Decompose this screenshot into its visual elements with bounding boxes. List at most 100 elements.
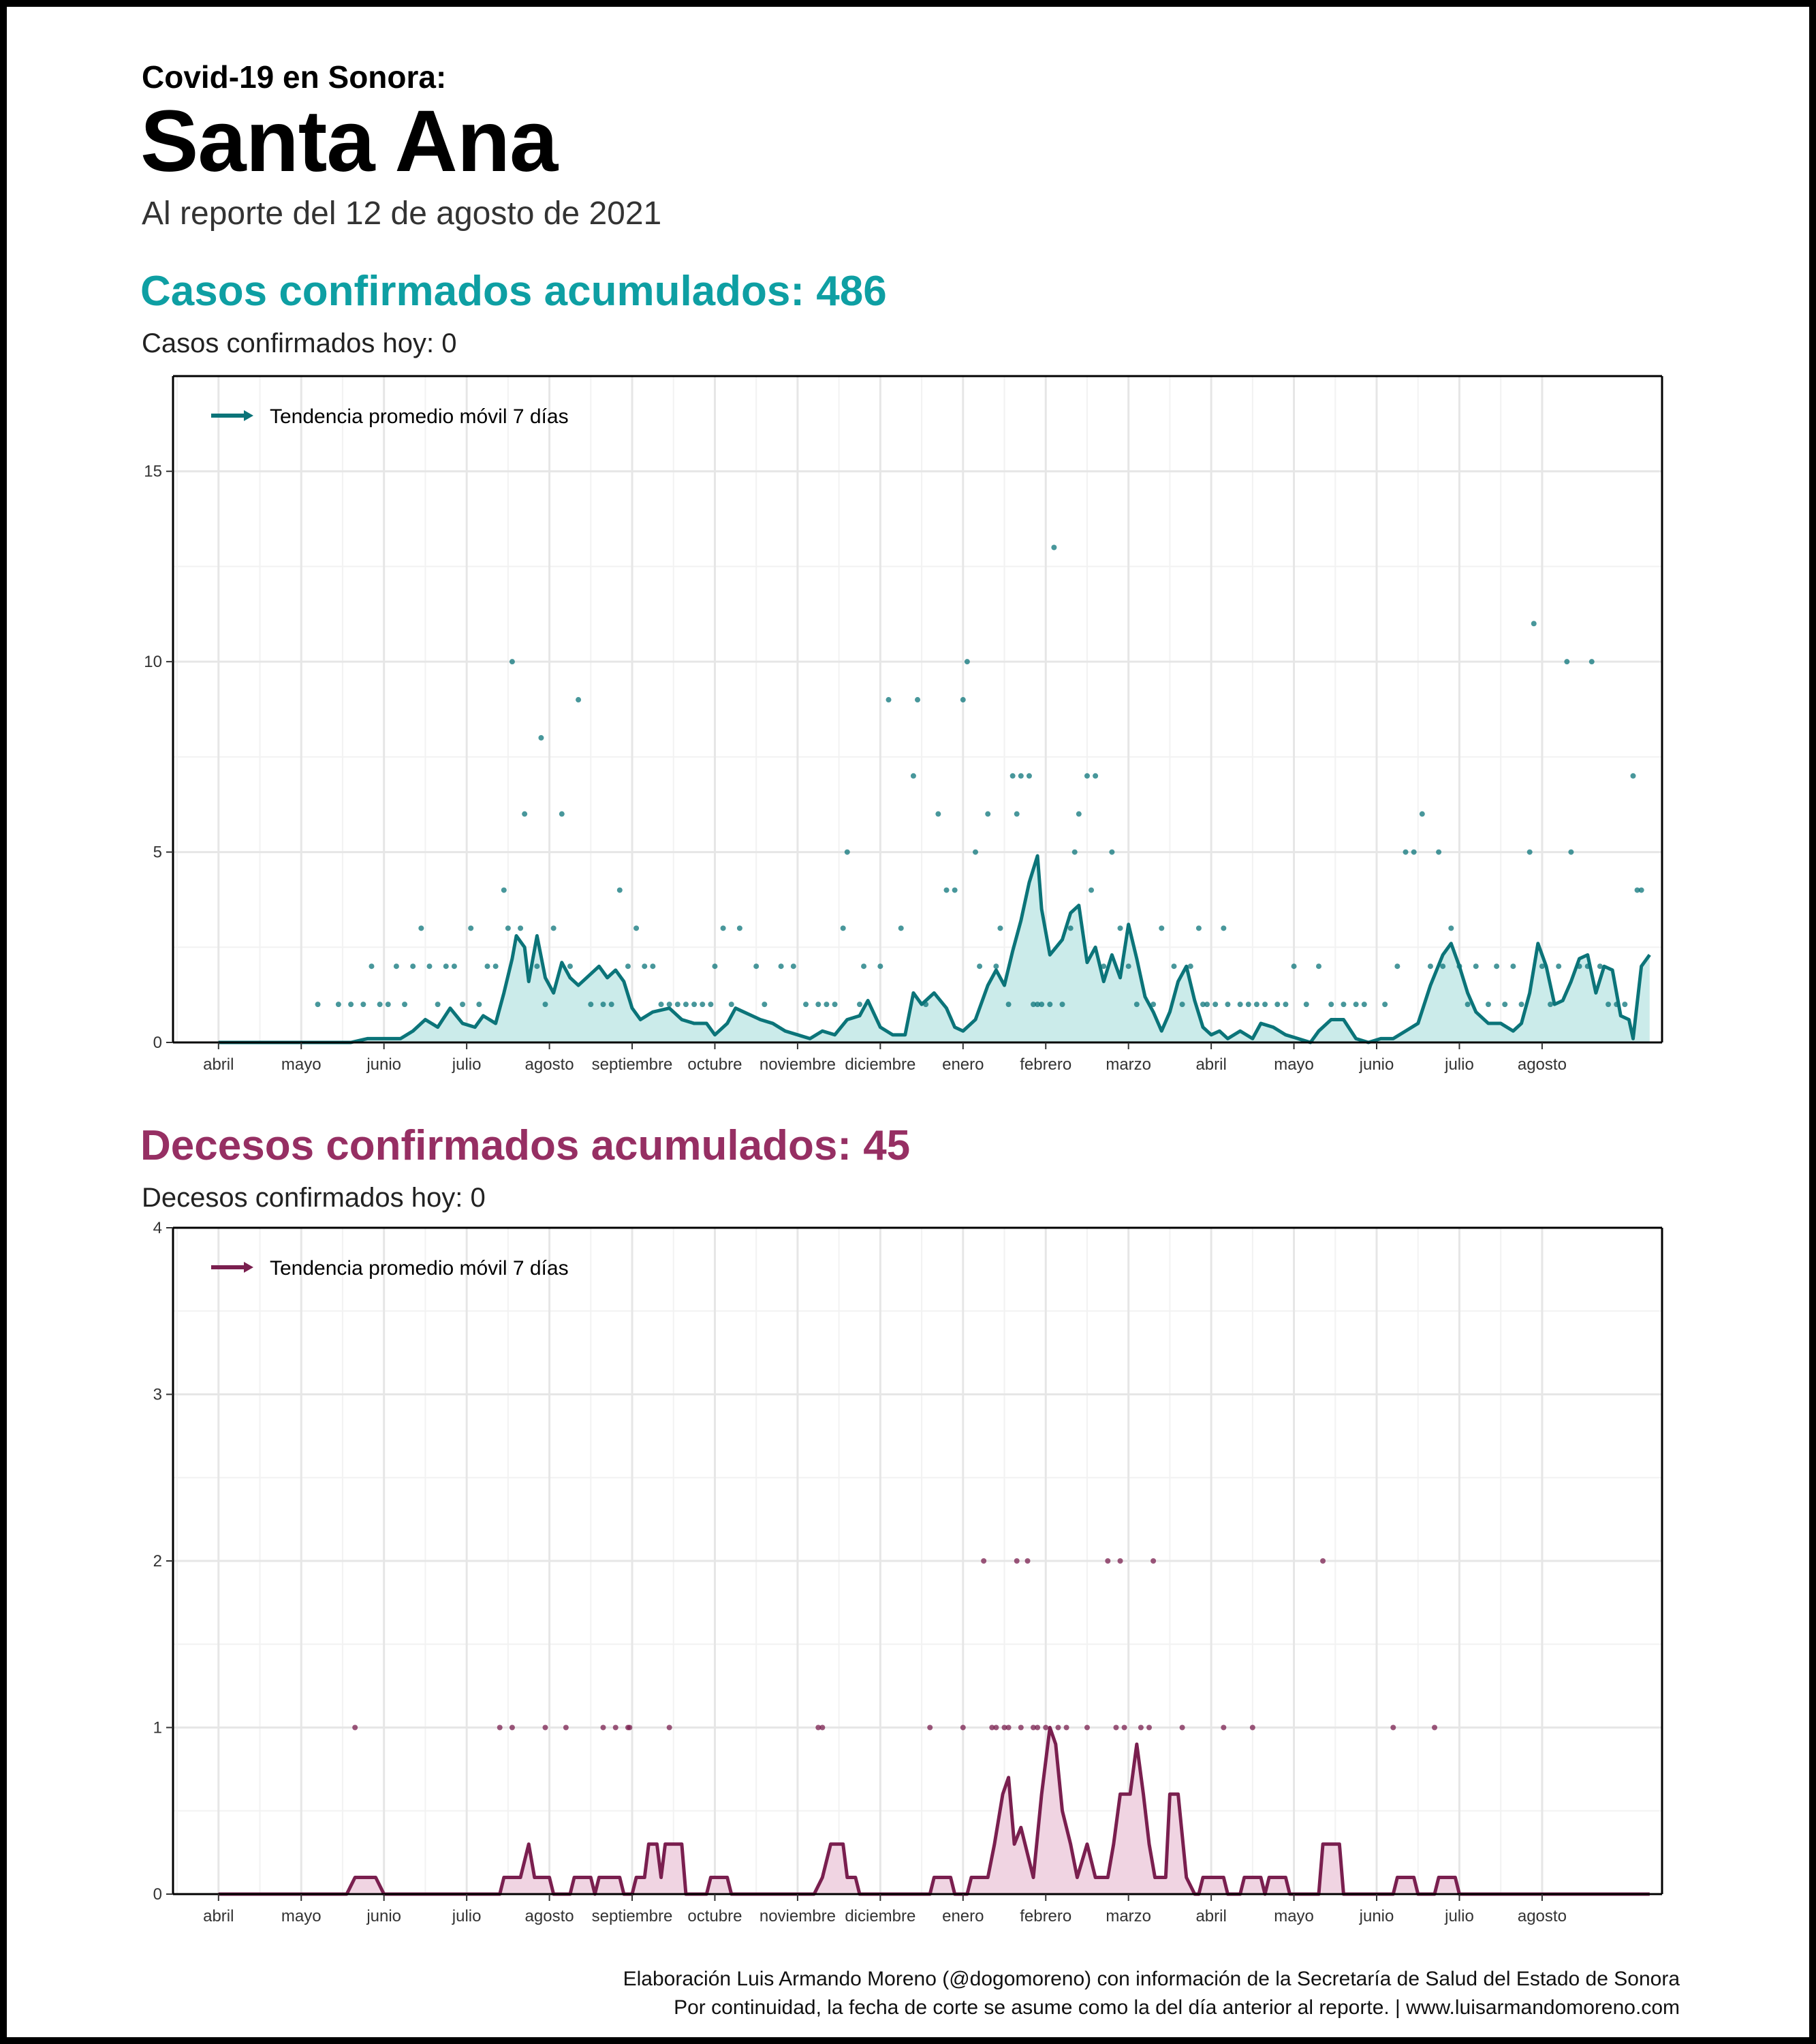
x-tick-label: febrero [1020, 1907, 1071, 1925]
daily-point [509, 1724, 515, 1731]
cases-today-text: Casos confirmados hoy: 0 [142, 328, 457, 358]
daily-point [600, 1724, 606, 1731]
daily-point [1014, 1558, 1020, 1564]
daily-point [476, 1002, 482, 1008]
daily-point [410, 963, 416, 970]
daily-point [1067, 925, 1074, 931]
daily-point [1502, 1002, 1508, 1008]
daily-point [1436, 849, 1442, 855]
deaths-today-text: Decesos confirmados hoy: 0 [142, 1183, 486, 1213]
daily-point [1039, 1002, 1045, 1008]
daily-point [1419, 811, 1425, 817]
daily-point [1622, 1002, 1628, 1008]
daily-point [1303, 1002, 1309, 1008]
daily-point [1341, 1002, 1347, 1008]
daily-point [832, 1002, 838, 1008]
daily-point [377, 1002, 383, 1008]
daily-point [1634, 887, 1640, 893]
daily-point [348, 1002, 354, 1008]
daily-point [1084, 773, 1090, 779]
daily-point [819, 1724, 826, 1731]
daily-point [1382, 1002, 1388, 1008]
daily-point [935, 811, 941, 817]
daily-point [1320, 1558, 1326, 1564]
daily-point [815, 1002, 821, 1008]
daily-point [1121, 1724, 1127, 1731]
daily-point [1014, 811, 1020, 817]
y-tick-label: 0 [153, 1034, 162, 1052]
cases-chart: 0 5 10 15 abril mayo junio julio agosto septiembr… [144, 375, 1663, 1074]
daily-point [315, 1002, 321, 1008]
x-tick-label: abril [203, 1907, 234, 1925]
daily-point [542, 1724, 548, 1731]
deaths-chart: 0 1 2 3 4 abril mayo junio julio agosto septiembre… [153, 1219, 1663, 1925]
page-title: Santa Ana [140, 93, 558, 190]
trend-area [218, 856, 1650, 1042]
x-tick-label: julio [1444, 1907, 1474, 1925]
x-tick-label: abril [1195, 1055, 1226, 1074]
x-tick-label: junio [366, 1907, 401, 1925]
credit-line-1: Elaboración Luis Armando Moreno (@dogomo… [623, 1968, 1680, 1990]
report-date-subtitle: Al reporte del 12 de agosto de 2021 [142, 196, 662, 232]
daily-point [1035, 1724, 1041, 1731]
daily-point [1138, 1724, 1144, 1731]
daily-point [712, 963, 718, 970]
daily-point [460, 1002, 466, 1008]
daily-point [790, 963, 796, 970]
daily-point [369, 963, 375, 970]
trend-line [218, 1726, 1650, 1896]
x-tick-label: diciembre [845, 1055, 915, 1074]
daily-point [1001, 1724, 1007, 1731]
daily-point [1146, 1724, 1153, 1731]
legend-arrow-icon [244, 1262, 253, 1273]
x-tick-label: agosto [525, 1907, 574, 1925]
daily-point [1221, 925, 1227, 931]
x-tick-label: noviembre [760, 1055, 836, 1074]
daily-point [1212, 1002, 1219, 1008]
daily-point [1093, 773, 1099, 779]
daily-point [1195, 925, 1202, 931]
daily-point [468, 925, 474, 931]
daily-point [840, 925, 846, 931]
daily-point [627, 1724, 633, 1731]
daily-point [360, 1002, 366, 1008]
daily-point [803, 1002, 809, 1008]
x-tick-label: junio [1359, 1055, 1394, 1074]
daily-point [542, 1002, 548, 1008]
daily-point [1063, 1724, 1069, 1731]
daily-point [1005, 1724, 1012, 1731]
daily-point [1031, 1724, 1037, 1731]
legend-label: Tendencia promedio móvil 7 días [270, 405, 569, 428]
daily-point [1089, 887, 1095, 893]
daily-point [608, 1002, 614, 1008]
daily-point [518, 925, 524, 931]
daily-point [1394, 963, 1400, 970]
daily-point [1125, 963, 1131, 970]
daily-point [393, 963, 399, 970]
daily-point [1606, 1002, 1612, 1008]
daily-point [563, 1724, 569, 1731]
x-tick-label: mayo [281, 1055, 322, 1074]
x-tick-label: septiembre [592, 1907, 673, 1925]
daily-point [1018, 1724, 1024, 1731]
daily-point [1638, 887, 1644, 893]
daily-point [497, 1724, 503, 1731]
daily-point [1150, 1558, 1157, 1564]
daily-point [700, 1002, 706, 1008]
daily-point [1249, 1724, 1255, 1731]
daily-point [1548, 1002, 1554, 1008]
daily-point [886, 697, 892, 703]
daily-point [691, 1002, 698, 1008]
daily-point [1568, 849, 1574, 855]
daily-point [1225, 1002, 1231, 1008]
cases-headline: Casos confirmados acumulados: 486 [140, 268, 887, 315]
x-tick-label: noviembre [760, 1907, 836, 1925]
daily-point [1448, 925, 1454, 931]
daily-point [674, 1002, 680, 1008]
daily-point [666, 1724, 672, 1731]
deaths-headline: Decesos confirmados acumulados: 45 [140, 1122, 911, 1169]
daily-point [1204, 1002, 1210, 1008]
daily-point [402, 1002, 408, 1008]
x-tick-label: abril [203, 1055, 234, 1074]
daily-point [1113, 1724, 1119, 1731]
